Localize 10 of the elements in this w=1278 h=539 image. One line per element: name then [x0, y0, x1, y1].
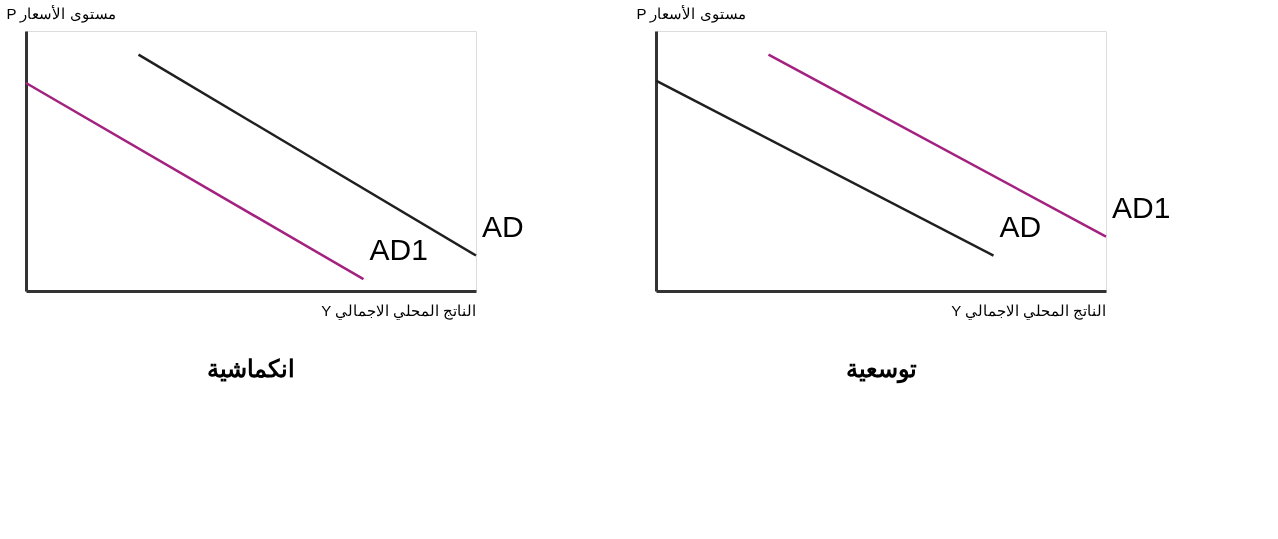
- y-axis-title: P مستوى الأسعار: [6, 4, 116, 23]
- series-label: AD1: [369, 233, 428, 267]
- x-axis-title: Y الناتج المحلي الاجمالي: [321, 301, 477, 320]
- x-axis-title: Y الناتج المحلي الاجمالي: [951, 301, 1107, 320]
- text: انكماشية: [207, 355, 295, 382]
- text: توسعية: [845, 355, 917, 384]
- series-label: AD1: [1112, 190, 1171, 224]
- series-label: AD: [999, 209, 1042, 243]
- y-axis-title: P مستوى الأسعار: [636, 4, 746, 23]
- series-label: AD: [482, 209, 524, 243]
